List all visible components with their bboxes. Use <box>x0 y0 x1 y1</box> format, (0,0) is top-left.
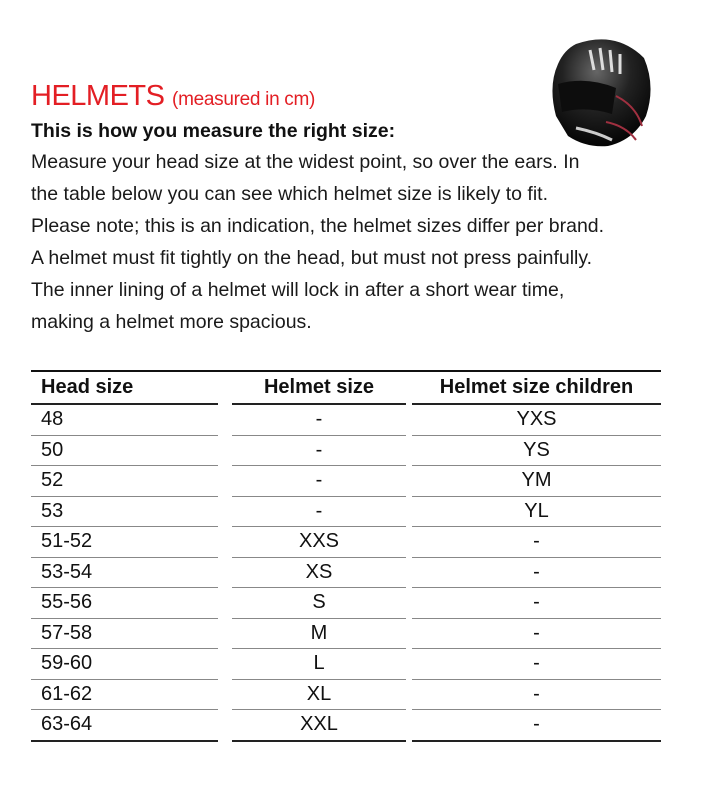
children-size-cell: YXS <box>412 405 661 436</box>
size-table: Head size Helmet size Helmet size childr… <box>31 370 661 742</box>
helmet-size-cell: - <box>232 436 406 466</box>
head-size-cell: 53 <box>31 497 218 527</box>
children-size-cell: YL <box>412 497 661 527</box>
head-size-cell: 51-52 <box>31 527 218 558</box>
table-row: 59-60 L - <box>31 649 661 680</box>
head-size-cell: 55-56 <box>31 588 218 619</box>
head-size-cell: 57-58 <box>31 619 218 649</box>
instruction-line: The inner lining of a helmet will lock i… <box>31 279 565 301</box>
table-row: 48- YXS <box>31 405 661 436</box>
children-size-cell: - <box>412 588 661 619</box>
children-size-cell: - <box>412 710 661 742</box>
page-title: HELMETS (measured in cm) <box>31 80 315 113</box>
head-size-cell: 53-54 <box>31 558 218 588</box>
table-row: 53-54 XS - <box>31 558 661 588</box>
children-size-cell: - <box>412 619 661 649</box>
instruction-line: making a helmet more spacious. <box>31 311 312 333</box>
head-size-cell: 61-62 <box>31 680 218 710</box>
section-heading: This is how you measure the right size: <box>31 120 396 142</box>
table-row: 51-52 XXS - <box>31 527 661 558</box>
instruction-line: Measure your head size at the widest poi… <box>31 151 580 173</box>
helmet-size-cell: XXS <box>232 527 406 558</box>
instruction-line: the table below you can see which helmet… <box>31 183 549 205</box>
children-size-cell: - <box>412 558 661 588</box>
children-size-cell: YM <box>412 466 661 497</box>
table-row: 57-58 M - <box>31 619 661 649</box>
head-size-cell: 50 <box>31 436 218 466</box>
title-main: HELMETS <box>31 80 165 112</box>
header-helmet-size-children: Helmet size children <box>412 372 661 405</box>
children-size-cell: - <box>412 680 661 710</box>
children-size-cell: - <box>412 527 661 558</box>
helmet-size-cell: - <box>232 405 406 436</box>
head-size-cell: 59-60 <box>31 649 218 680</box>
helmet-image <box>552 39 651 147</box>
children-size-cell: - <box>412 649 661 680</box>
head-size-cell: 52 <box>31 466 218 497</box>
title-unit: (measured in cm) <box>172 89 316 110</box>
helmet-size-cell: S <box>232 588 406 619</box>
header-helmet-size: Helmet size <box>232 372 406 405</box>
helmet-size-cell: L <box>232 649 406 680</box>
helmet-size-cell: - <box>232 466 406 497</box>
helmet-size-cell: - <box>232 497 406 527</box>
instruction-line: Please note; this is an indication, the … <box>31 215 605 237</box>
table-header-row: Head size Helmet size Helmet size childr… <box>31 372 661 405</box>
table-row: 53- YL <box>31 497 661 527</box>
table-row: 50- YS <box>31 436 661 466</box>
children-size-cell: YS <box>412 436 661 466</box>
table-row: 52- YM <box>31 466 661 497</box>
table-row: 55-56 S - <box>31 588 661 619</box>
table-row: 63-64 XXL - <box>31 710 661 742</box>
instructions: Measure your head size at the widest poi… <box>31 146 701 338</box>
head-size-cell: 63-64 <box>31 710 218 742</box>
helmet-size-cell: XXL <box>232 710 406 742</box>
head-size-cell: 48 <box>31 405 218 436</box>
header-head-size: Head size <box>31 372 218 405</box>
instruction-line: A helmet must fit tightly on the head, b… <box>31 247 593 269</box>
helmet-size-cell: XL <box>232 680 406 710</box>
helmet-size-cell: XS <box>232 558 406 588</box>
helmet-size-cell: M <box>232 619 406 649</box>
table-row: 61-62 XL - <box>31 680 661 710</box>
